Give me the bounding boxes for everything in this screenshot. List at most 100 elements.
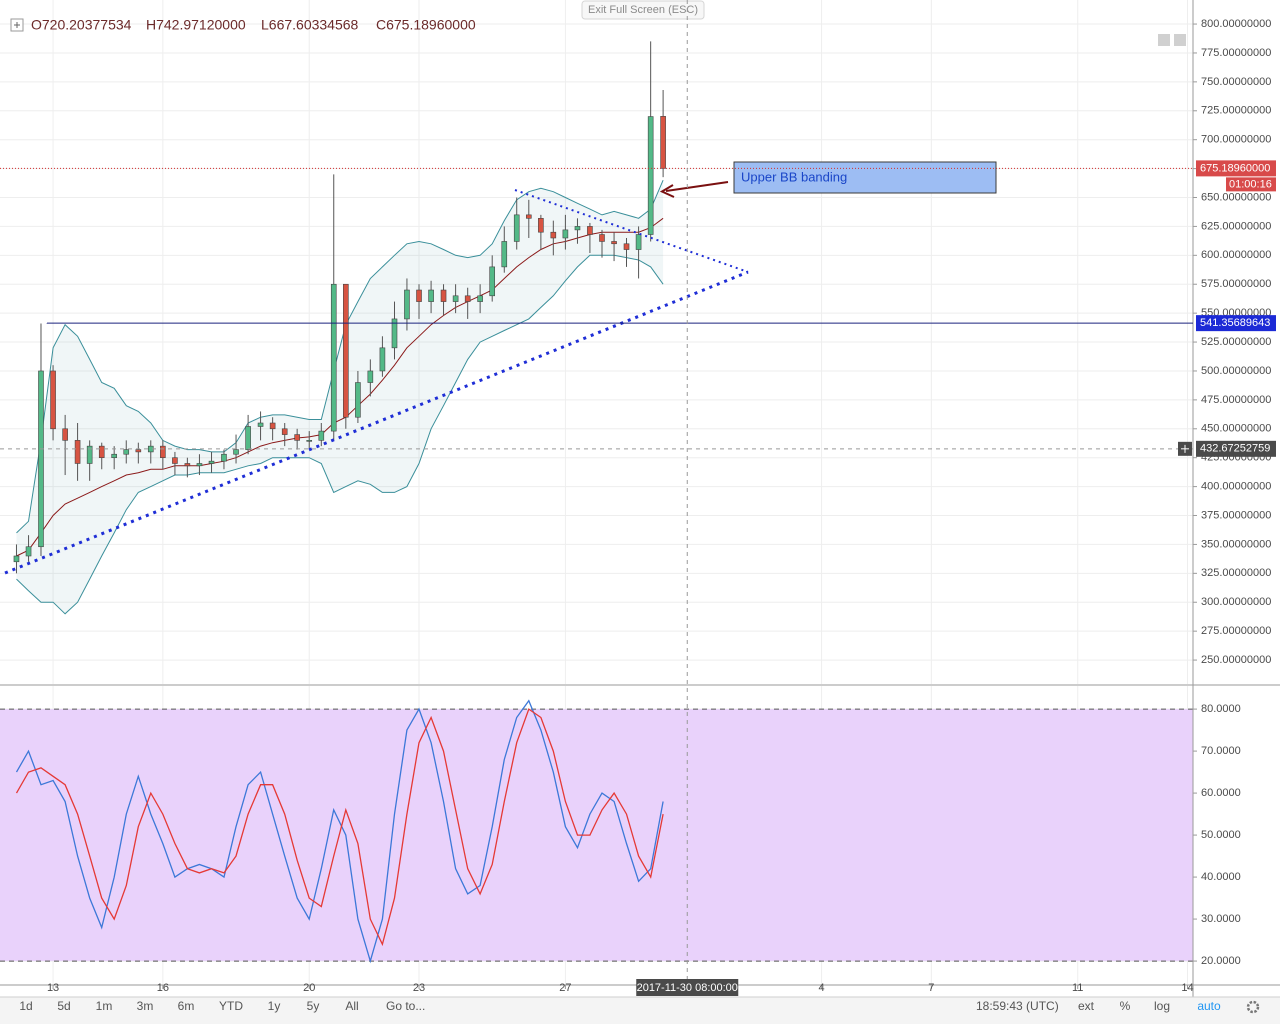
x-tick-label: 11 (1072, 982, 1083, 994)
y-tick-label: 700.00000000 (1201, 134, 1271, 146)
candle-body (294, 434, 300, 441)
ohlc-high: H742.97120000 (146, 17, 246, 33)
y-tick-label: 400.00000000 (1201, 481, 1271, 493)
x-tick-label: 14 (1181, 982, 1193, 994)
candle-body (98, 445, 105, 458)
log-button[interactable]: log (1154, 999, 1170, 1013)
y-tick-label: 50.0000 (1201, 829, 1241, 841)
range-button[interactable]: 6m (178, 999, 195, 1013)
y-tick-label: 450.00000000 (1201, 423, 1271, 435)
y-tick-label: 275.00000000 (1201, 625, 1271, 637)
stoch-line (15, 708, 664, 947)
y-tick-label: 325.00000000 (1201, 567, 1271, 579)
y-tick-label: 775.00000000 (1201, 47, 1271, 59)
range-button[interactable]: All (345, 999, 358, 1013)
ohlc-low: L667.60334568 (261, 17, 359, 33)
y-tick-label: 750.00000000 (1201, 76, 1271, 88)
candle-body (525, 214, 532, 219)
arrow-head (659, 184, 675, 198)
x-tick-label: 4 (818, 982, 824, 994)
candle-body (184, 463, 191, 467)
candle-body (269, 422, 276, 430)
candle-body (343, 283, 349, 418)
candle-body (172, 457, 178, 464)
candle-body (62, 428, 68, 441)
ohlc-open: O720.20377534 (31, 17, 132, 33)
y-tick-label: 20.0000 (1201, 955, 1241, 967)
stoch-band (0, 709, 1193, 962)
y-tick-label: 80.0000 (1201, 703, 1241, 715)
y-tick-label: 30.0000 (1201, 913, 1241, 925)
range-button[interactable]: 5y (307, 999, 320, 1013)
goto-button[interactable]: Go to... (386, 999, 425, 1013)
bb-fill (16, 180, 664, 614)
candle-body (550, 231, 557, 239)
exit-fullscreen-button[interactable] (581, 0, 705, 20)
y-tick-label: 475.00000000 (1201, 394, 1271, 406)
pane-button[interactable] (1158, 34, 1170, 46)
y-tick-label: 600.00000000 (1201, 249, 1271, 261)
candle-body (587, 226, 593, 235)
candle-body (635, 234, 642, 250)
candle-body (538, 218, 544, 233)
candle-body (416, 289, 422, 302)
candle-body (245, 426, 251, 450)
range-buttons: 1d 5d 1m 3m 6m YTD 1y 5y All (19, 999, 358, 1013)
ext-button[interactable]: ext (1078, 999, 1095, 1013)
y-tick-label: 70.0000 (1201, 745, 1241, 757)
candle-body (477, 295, 483, 302)
bb-upper (16, 180, 664, 534)
crosshair-x-box (636, 979, 739, 996)
bb-lower (16, 254, 664, 615)
toolbar-bg (0, 997, 1280, 1024)
x-tick-label: 20 (303, 982, 315, 994)
candle-body (196, 463, 203, 467)
y-tick-label: 650.00000000 (1201, 191, 1271, 203)
candle-body (318, 430, 325, 441)
band-layer (0, 708, 1193, 962)
candle-body (501, 241, 508, 268)
y-tick-label: 500.00000000 (1201, 365, 1271, 377)
settings-button[interactable] (1246, 1000, 1260, 1014)
candle-body (86, 445, 93, 464)
candle-body (123, 449, 130, 455)
range-button[interactable]: 1m (96, 999, 113, 1013)
ohlc-close: C675.18960000 (376, 17, 476, 33)
auto-button[interactable]: auto (1197, 999, 1221, 1013)
candle-body (367, 370, 374, 383)
range-button[interactable]: 5d (57, 999, 70, 1013)
percent-button[interactable]: % (1120, 999, 1131, 1013)
crosshair-y-label: 432.67252759 (1200, 443, 1270, 455)
range-button[interactable]: YTD (219, 999, 243, 1013)
candle-body (160, 445, 166, 458)
candle-body (306, 440, 313, 442)
countdown-box (1226, 177, 1276, 192)
y-tick-label: 525.00000000 (1201, 336, 1271, 348)
candle-body (281, 428, 288, 435)
annotation-box[interactable] (733, 161, 997, 194)
range-button[interactable]: 3m (137, 999, 154, 1013)
range-button[interactable]: 1y (268, 999, 281, 1013)
candle-body (440, 289, 447, 302)
range-button[interactable]: 1d (19, 999, 32, 1013)
trend-line (514, 189, 749, 273)
candle-body (452, 295, 459, 302)
candle-body (611, 241, 617, 245)
data-layer (13, 41, 666, 964)
y-tick-label: 60.0000 (1201, 787, 1241, 799)
last-price-label: 675.18960000 (1200, 162, 1270, 174)
hline-box (1196, 315, 1276, 332)
candle-body (257, 422, 264, 427)
candle-body (50, 370, 56, 430)
x-tick-label: 23 (413, 982, 425, 994)
candle-body (379, 347, 386, 372)
crosshair-x-label: 2017-11-30 08:00:00 (637, 982, 738, 994)
candle-body (513, 214, 520, 242)
stoch-line (15, 699, 664, 964)
y-tick-label: 725.00000000 (1201, 105, 1271, 117)
candle-body (464, 295, 471, 302)
pane-button[interactable] (1174, 34, 1186, 46)
exit-fullscreen-label: Exit Full Screen (ESC) (588, 4, 698, 16)
candle-body (489, 266, 496, 297)
x-tick-label: 16 (157, 982, 169, 994)
